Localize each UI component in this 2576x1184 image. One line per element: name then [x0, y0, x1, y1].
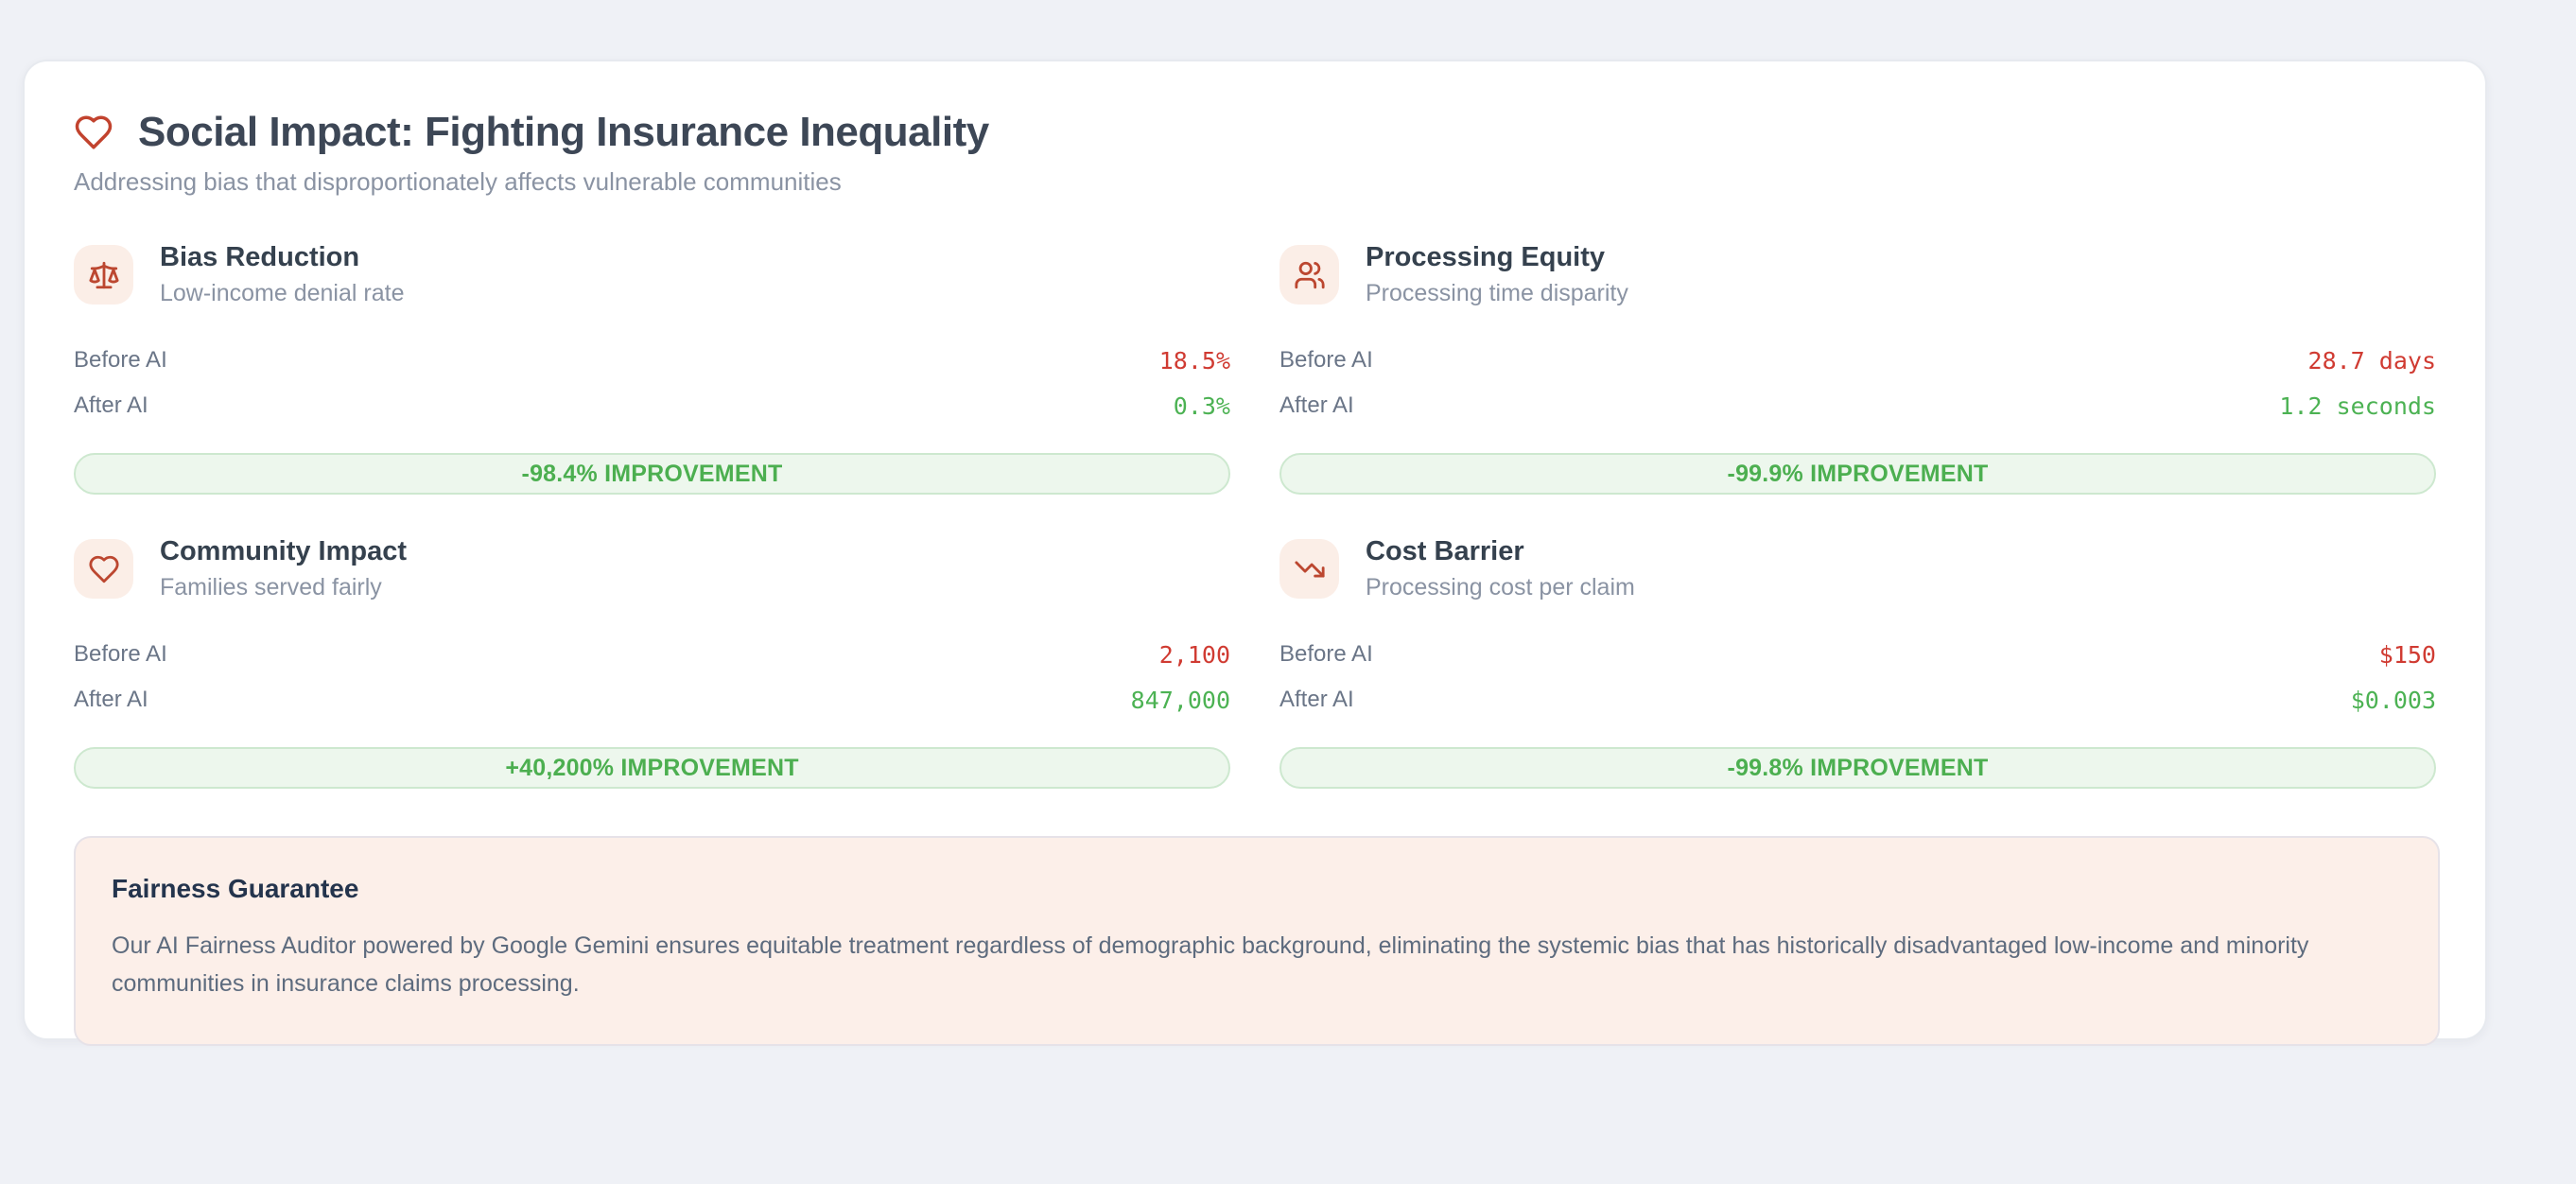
metric-subtitle: Processing cost per claim [1366, 574, 1635, 601]
improvement-badge: +40,200% IMPROVEMENT [74, 747, 1230, 789]
page-header: Social Impact: Fighting Insurance Inequa… [74, 109, 2436, 156]
improvement-badge: -99.8% IMPROVEMENT [1279, 747, 2436, 789]
before-ai-label: Before AI [74, 347, 167, 373]
metric-title: Community Impact [160, 536, 408, 566]
fairness-guarantee-box: Fairness Guarantee Our AI Fairness Audit… [74, 836, 2440, 1046]
after-ai-value: 847,000 [1130, 686, 1230, 714]
page-title: Social Impact: Fighting Insurance Inequa… [138, 109, 989, 155]
fairness-body: Our AI Fairness Auditor powered by Googl… [112, 932, 2309, 997]
metric-subtitle: Processing time disparity [1366, 280, 1628, 306]
before-ai-label: Before AI [1279, 347, 1373, 373]
metric-title: Cost Barrier [1366, 536, 1524, 566]
before-ai-row: Before AI 18.5% [74, 338, 1230, 383]
after-ai-label: After AI [1279, 687, 1354, 712]
before-ai-value: 2,100 [1158, 640, 1230, 669]
improvement-badge: -98.4% IMPROVEMENT [74, 453, 1230, 495]
metric-title: Processing Equity [1366, 242, 1606, 272]
before-ai-label: Before AI [74, 641, 167, 667]
before-ai-row: Before AI 2,100 [74, 632, 1230, 677]
after-ai-label: After AI [74, 392, 148, 418]
after-ai-value: $0.003 [2350, 686, 2436, 714]
before-ai-row: Before AI 28.7 days [1279, 338, 2436, 383]
users-icon [1279, 245, 1339, 305]
before-ai-value: 28.7 days [2307, 346, 2436, 374]
heart-icon [74, 539, 133, 599]
after-ai-row: After AI $0.003 [1279, 677, 2436, 723]
scale-icon [74, 245, 133, 305]
social-impact-panel: Social Impact: Fighting Insurance Inequa… [23, 60, 2487, 1046]
after-ai-value: 0.3% [1173, 392, 1230, 420]
improvement-badge: -99.9% IMPROVEMENT [1279, 453, 2436, 495]
after-ai-row: After AI 1.2 seconds [1279, 383, 2436, 428]
metric-card-bias-reduction: Bias Reduction Low-income denial rate Be… [74, 242, 1230, 495]
after-ai-value: 1.2 seconds [2279, 392, 2436, 420]
heart-icon [75, 115, 113, 149]
metrics-grid: Bias Reduction Low-income denial rate Be… [74, 242, 2436, 789]
after-ai-row: After AI 0.3% [74, 383, 1230, 428]
metric-card-processing-equity: Processing Equity Processing time dispar… [1279, 242, 2436, 495]
metric-card-cost-barrier: Cost Barrier Processing cost per claim B… [1279, 536, 2436, 789]
before-ai-label: Before AI [1279, 641, 1373, 667]
trending-down-icon [1279, 539, 1339, 599]
metric-subtitle: Families served fairly [160, 574, 382, 601]
metric-subtitle: Low-income denial rate [160, 280, 405, 306]
after-ai-row: After AI 847,000 [74, 677, 1230, 723]
after-ai-label: After AI [1279, 392, 1354, 418]
before-ai-row: Before AI $150 [1279, 632, 2436, 677]
page-subtitle: Addressing bias that disproportionately … [74, 167, 842, 196]
before-ai-value: 18.5% [1158, 346, 1230, 374]
after-ai-label: After AI [74, 687, 148, 712]
fairness-title: Fairness Guarantee [112, 874, 359, 903]
metric-card-community-impact: Community Impact Families served fairly … [74, 536, 1230, 789]
before-ai-value: $150 [2378, 640, 2436, 669]
metric-title: Bias Reduction [160, 242, 360, 272]
